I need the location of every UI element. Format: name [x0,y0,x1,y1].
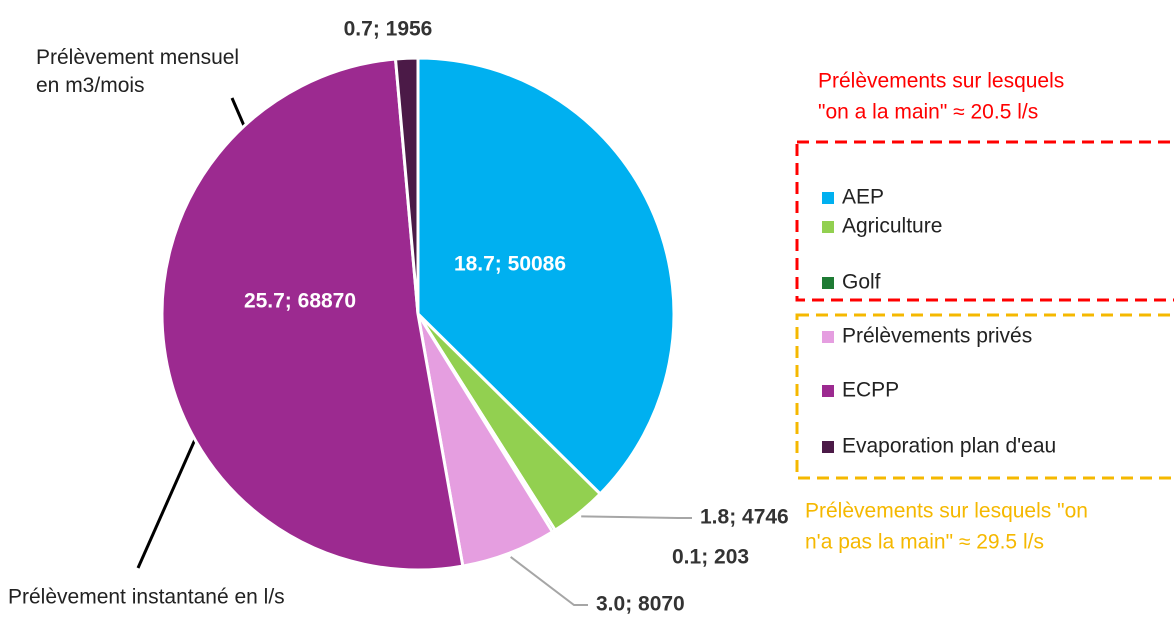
data-label: 18.7; 50086 [454,253,566,276]
data-label: 25.7; 68870 [244,290,356,313]
data-label: 1.8; 4746 [700,506,789,529]
group-box [795,313,1174,480]
legend-swatch [822,441,834,453]
leader-line [510,556,588,606]
pie-slice [393,56,420,315]
legend-swatch [822,221,834,233]
legend-label: AEP [842,186,884,209]
legend-label: Evaporation plan d'eau [842,435,1056,458]
legend-label: ECPP [842,379,899,402]
legend-swatch [822,277,834,289]
legend-swatch [822,192,834,204]
group-annotation: "on a la main" ≈ 20.5 l/s [818,101,1038,124]
legend-label: Golf [842,271,881,294]
group-box [795,140,1174,302]
leader-line [581,515,692,519]
pie-slice [160,57,465,572]
group-annotation: Prélèvements sur lesquels "on [805,500,1088,523]
group-annotation: n'a pas la main" ≈ 29.5 l/s [805,531,1044,554]
pie-slice [416,56,676,497]
annotation: Prélèvement mensuel en m3/mois [36,46,239,97]
data-label: 0.1; 203 [672,546,749,569]
data-label: 0.7; 1956 [344,18,433,41]
legend-swatch [822,331,834,343]
annotation-line-text: Prélèvement mensuel [36,46,239,69]
legend-swatch [822,385,834,397]
annotation-line-text: en m3/mois [36,74,145,97]
group-annotation: Prélèvements sur lesquels [818,70,1064,93]
legend-label: Agriculture [842,215,942,238]
data-label: 3.0; 8070 [596,593,685,616]
legend-label: Prélèvements privés [842,325,1032,348]
annotation: Prélèvement instantané en l/s [8,586,285,609]
